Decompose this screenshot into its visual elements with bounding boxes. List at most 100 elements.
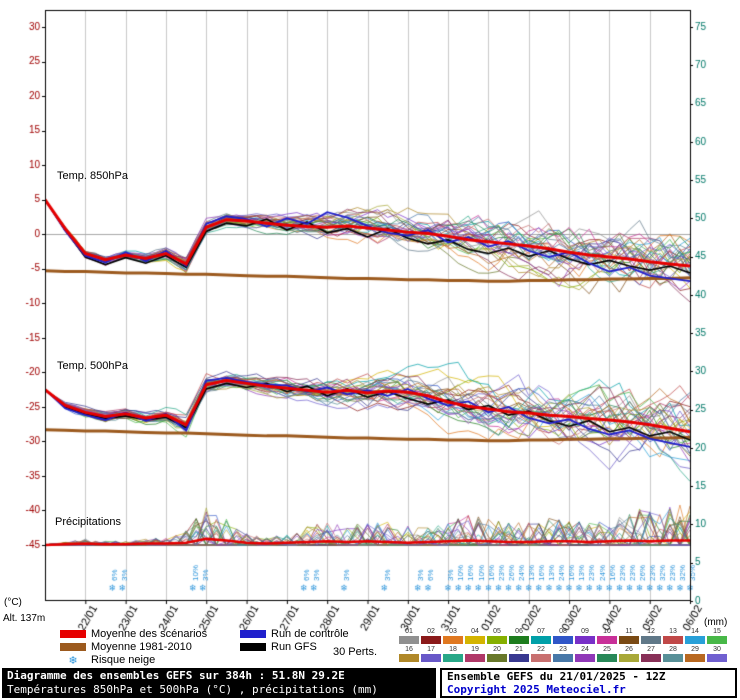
pert-number: 24 [581, 646, 589, 653]
pert-number: 08 [559, 628, 567, 635]
pert-cell: 21 [508, 646, 530, 662]
snowflake-icon: ❄ [68, 653, 78, 667]
legend-swatch-gfs [240, 643, 266, 651]
pert-cell: 07 [530, 628, 552, 644]
pert-cell: 05 [486, 628, 508, 644]
pert-swatch [575, 636, 595, 644]
pert-number: 20 [493, 646, 501, 653]
pert-cell: 01 [398, 628, 420, 644]
pert-row: 16 17 18 19 20 21 22 23 24 25 26 27 28 29 30 [398, 646, 738, 662]
pert-cell: 11 [618, 628, 640, 644]
pert-number: 25 [603, 646, 611, 653]
pert-cell: 26 [618, 646, 640, 662]
pert-cell: 28 [662, 646, 684, 662]
legend-label-mean: Moyenne des scénarios [91, 628, 208, 640]
pert-cell: 18 [442, 646, 464, 662]
pert-cell: 15 [706, 628, 728, 644]
panel-label-850: Temp. 850hPa [57, 170, 128, 182]
pert-swatch [553, 654, 573, 662]
pert-swatch [553, 636, 573, 644]
pert-cell: 06 [508, 628, 530, 644]
pert-number: 02 [427, 628, 435, 635]
perts-count-label: 30 Perts. [333, 646, 378, 658]
pert-swatch [465, 654, 485, 662]
legend-item-clim: Moyenne 1981-2010 [60, 641, 207, 653]
footer-info-box: Ensemble GEFS du 21/01/2025 - 12Z Copyri… [440, 668, 737, 698]
pert-cell: 17 [420, 646, 442, 662]
pert-number: 19 [471, 646, 479, 653]
pert-row: 01 02 03 04 05 06 07 08 09 10 11 12 13 14 15 [398, 628, 738, 644]
pert-swatch [575, 654, 595, 662]
pert-number: 12 [647, 628, 655, 635]
legend-swatch-control [240, 630, 266, 638]
pert-cell: 23 [552, 646, 574, 662]
pert-cell: 12 [640, 628, 662, 644]
pert-swatch [597, 654, 617, 662]
pert-number: 22 [537, 646, 545, 653]
pert-swatch [641, 636, 661, 644]
legend-item-mean: Moyenne des scénarios [60, 628, 207, 640]
run-info: Ensemble GEFS du 21/01/2025 - 12Z [447, 670, 666, 683]
legend-item-snow: ❄ Risque neige [60, 653, 207, 667]
left-axis-unit: (°C) [4, 597, 22, 608]
pert-number: 30 [713, 646, 721, 653]
pert-cell: 19 [464, 646, 486, 662]
legend-label-snow: Risque neige [91, 654, 156, 666]
pert-swatch [421, 636, 441, 644]
copyright: Copyright 2025 Meteociel.fr [447, 683, 626, 696]
pert-cell: 09 [574, 628, 596, 644]
pert-cell: 25 [596, 646, 618, 662]
pert-cell: 20 [486, 646, 508, 662]
panel-label-precip: Précipitations [55, 516, 122, 528]
pert-swatch [443, 636, 463, 644]
pert-swatch [531, 636, 551, 644]
pert-swatch [641, 654, 661, 662]
pert-number: 04 [471, 628, 479, 635]
pert-swatch [663, 654, 683, 662]
pert-swatch [421, 654, 441, 662]
pert-swatch [399, 654, 419, 662]
pert-swatch [465, 636, 485, 644]
pert-number: 13 [669, 628, 677, 635]
pert-number: 18 [449, 646, 457, 653]
pert-number: 27 [647, 646, 655, 653]
right-axis-unit: (mm) [704, 617, 728, 628]
pert-number: 09 [581, 628, 589, 635]
pert-swatch [685, 636, 705, 644]
pert-swatch [663, 636, 683, 644]
legend-swatch-clim [60, 643, 86, 651]
pert-number: 16 [405, 646, 413, 653]
altitude-label: Alt. 137m [3, 613, 46, 624]
pert-number: 10 [603, 628, 611, 635]
pert-cell: 14 [684, 628, 706, 644]
pert-number: 21 [515, 646, 523, 653]
pert-cell: 02 [420, 628, 442, 644]
footer-title-bar: Diagramme des ensembles GEFS sur 384h : … [2, 668, 436, 698]
pert-number: 05 [493, 628, 501, 635]
pert-swatch [399, 636, 419, 644]
pert-swatch [685, 654, 705, 662]
pert-swatch [487, 654, 507, 662]
pert-swatch [509, 636, 529, 644]
legend-item-control: Run de contrôle [240, 628, 349, 640]
pert-number: 07 [537, 628, 545, 635]
legend-label-control: Run de contrôle [271, 628, 349, 640]
footer-subtitle: Températures 850hPa et 500hPa (°C) , pré… [7, 683, 378, 696]
pert-number: 28 [669, 646, 677, 653]
pert-swatch [443, 654, 463, 662]
pert-number: 01 [405, 628, 413, 635]
pert-number: 17 [427, 646, 435, 653]
legend-label-gfs: Run GFS [271, 641, 317, 653]
pert-swatch [487, 636, 507, 644]
pert-cell: 30 [706, 646, 728, 662]
pert-cell: 04 [464, 628, 486, 644]
pert-cell: 16 [398, 646, 420, 662]
pert-swatch [619, 636, 639, 644]
pert-cell: 24 [574, 646, 596, 662]
pert-number: 26 [625, 646, 633, 653]
pert-swatch [531, 654, 551, 662]
panel-label-500: Temp. 500hPa [57, 360, 128, 372]
pert-swatch [707, 636, 727, 644]
